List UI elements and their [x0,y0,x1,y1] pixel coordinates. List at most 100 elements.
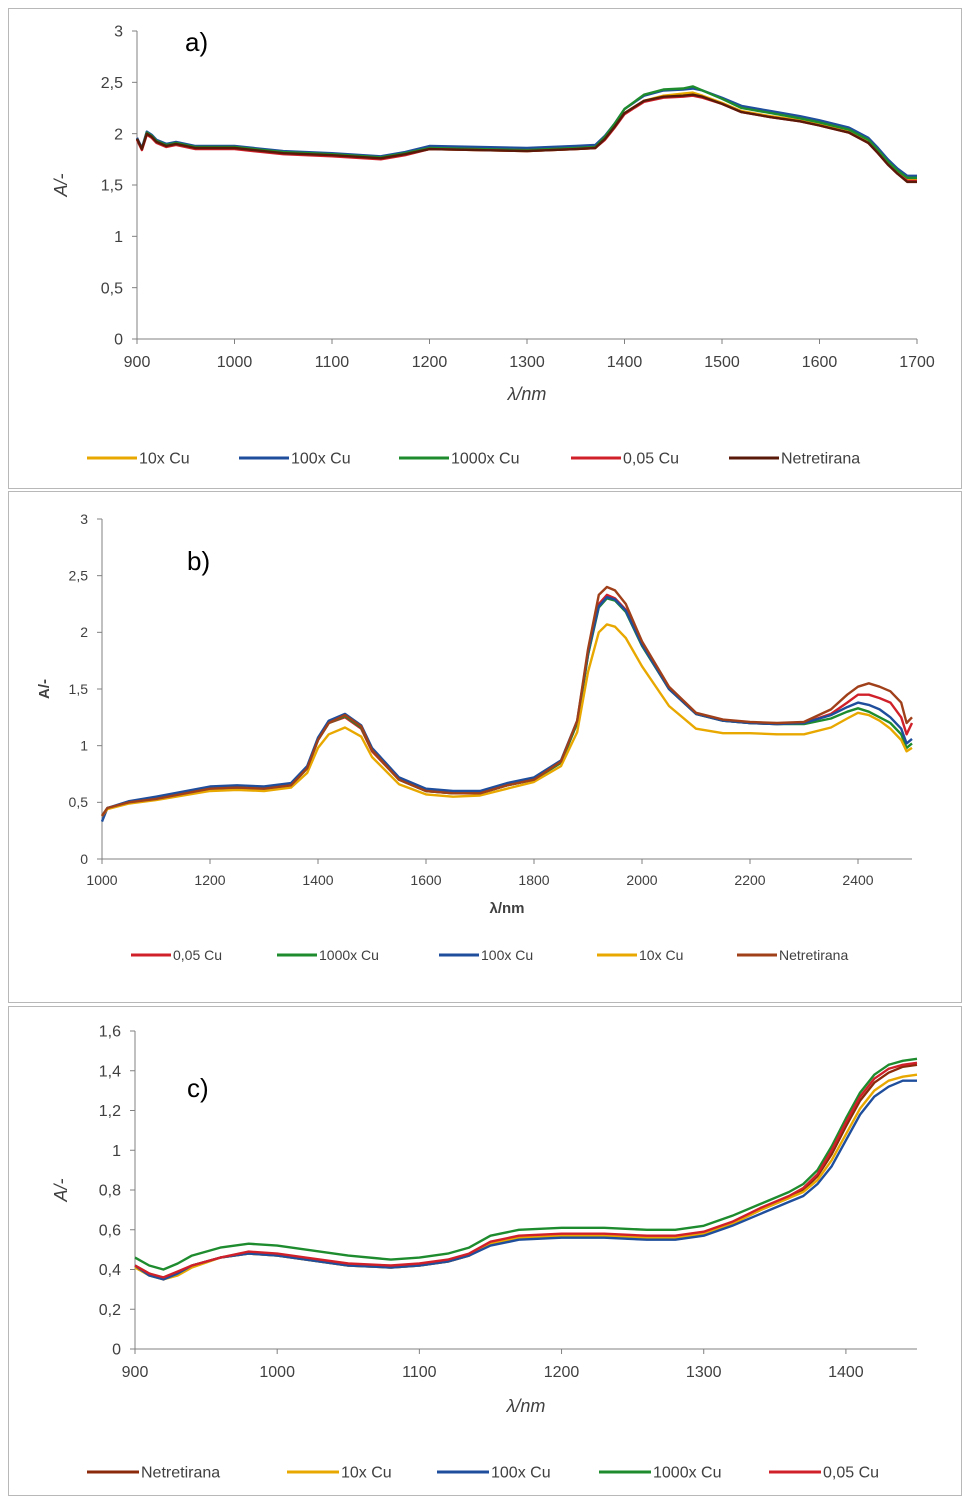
legend-label: 10x Cu [139,451,190,468]
panel-label: a) [185,27,208,57]
x-tick-label: 2000 [626,872,657,888]
series-line-0-05-cu [134,1061,918,1279]
y-tick-label: 1 [112,1143,121,1160]
x-tick-label: 1500 [704,354,740,371]
legend-entry: 0,05 Cu [571,451,679,468]
y-tick-label: 0,2 [99,1302,121,1319]
legend-entry: 1000x Cu [277,947,379,963]
y-tick-label: 2,5 [69,568,89,584]
x-tick-label: 1600 [802,354,838,371]
series-line-100x-cu [134,1079,917,1281]
y-tick-label: 0 [114,332,123,349]
x-tick-label: 1200 [412,354,448,371]
legend-label: 0,05 Cu [823,1465,879,1482]
y-tick-label: 3 [80,511,88,527]
panel-label: c) [187,1073,209,1103]
y-tick-label: 1 [114,229,123,246]
legend-label: Netretirana [781,451,860,468]
legend-entry: 100x Cu [239,451,351,468]
y-axis-label: A/- [36,679,53,699]
legend-label: 10x Cu [639,947,683,963]
legend-entry: 0,05 Cu [769,1465,879,1482]
chart-panel-b: 0 0,5 1 1,5 2 2,5 3 1000 1200 1400 1600 1800 2000 220… [8,491,962,1003]
legend-entry: Netretirana [87,1465,220,1482]
legend-entry: 10x Cu [287,1465,392,1482]
y-tick-label: 2,5 [101,75,123,92]
x-tick-label: 900 [122,1364,149,1381]
legend-label: Netretirana [779,947,848,963]
y-tick-label: 0 [80,851,88,867]
chart-panel-c: 0 0,2 0,4 0,6 0,8 1 1,2 1,4 1,6 900 1000 1100 1200 13… [8,1006,962,1496]
legend-label: 1000x Cu [319,947,379,963]
y-tick-label: 0 [112,1342,121,1359]
y-tick-label: 1,5 [101,178,123,195]
series-line-netretirana [101,585,913,817]
x-tick-label: 1300 [686,1364,722,1381]
x-axis-label: λ/nm [489,900,524,917]
panel-label: b) [187,546,210,576]
x-tick-label: 2200 [734,872,765,888]
y-tick-label: 1,2 [99,1103,121,1120]
series-line-10x-cu [134,1073,918,1281]
x-tick-label: 2400 [842,872,873,888]
x-tick-label: 900 [124,354,151,371]
y-axis-label: A/- [51,173,71,197]
series-line-1000x-cu [135,85,917,180]
x-tick-label: 1000 [86,872,117,888]
legend-label: 100x Cu [491,1465,551,1482]
x-tick-label: 1000 [259,1364,295,1381]
y-tick-label: 1,5 [69,681,89,697]
x-axis-label: λ/nm [506,1396,546,1416]
x-tick-label: 1100 [315,354,350,371]
y-tick-label: 1,4 [99,1063,121,1080]
y-tick-label: 0,5 [101,280,123,297]
chart-b-svg: 0 0,5 1 1,5 2 2,5 3 1000 1200 1400 1600 1800 2000 220… [36,511,914,963]
x-tick-label: 1000 [217,354,253,371]
legend-label: 1000x Cu [653,1465,722,1482]
legend-label: 100x Cu [481,947,533,963]
y-tick-label: 2 [80,624,88,640]
series-line-1000x-cu [134,1057,918,1271]
series-line-netretirana [135,93,917,184]
y-tick-label: 0,4 [99,1262,121,1279]
y-tick-label: 1 [80,738,88,754]
legend-entry: Netretirana [729,451,860,468]
legend-label: 100x Cu [291,451,351,468]
legend-label: 10x Cu [341,1465,392,1482]
x-tick-label: 1200 [544,1364,580,1381]
legend-entry: 1000x Cu [399,451,520,468]
x-axis-label: λ/nm [507,384,547,404]
y-axis-label: A/- [51,1178,71,1202]
x-tick-label: 1100 [402,1364,437,1381]
x-tick-label: 1800 [518,872,549,888]
series-line-10x-cu [135,91,917,182]
legend-entry: 100x Cu [437,1465,551,1482]
y-tick-label: 3 [114,24,123,41]
legend-entry: 0,05 Cu [131,947,222,963]
legend-label: 0,05 Cu [173,947,222,963]
x-tick-label: 1200 [194,872,225,888]
chart-a-svg: 0 0,5 1 1,5 2 2,5 3 900 1000 1100 1200 1300 1400 1500… [51,24,935,468]
legend-label: 0,05 Cu [623,451,679,468]
legend-entry: 10x Cu [87,451,190,468]
y-tick-label: 1,6 [99,1024,121,1041]
legend-entry: Netretirana [737,947,848,963]
y-tick-label: 0,5 [69,794,89,810]
y-tick-label: 0,6 [99,1222,121,1239]
series-line-netretirana [134,1063,918,1281]
x-tick-label: 1400 [607,354,643,371]
chart-c-svg: 0 0,2 0,4 0,6 0,8 1 1,2 1,4 1,6 900 1000 1100 1200 13… [51,1024,918,1482]
series-line-0-05-cu [135,94,917,183]
x-tick-label: 1600 [410,872,441,888]
x-tick-label: 1700 [899,354,935,371]
chart-panel-a: 0 0,5 1 1,5 2 2,5 3 900 1000 1100 1200 1300 1400 1500… [8,8,962,489]
series-line-100x-cu [135,87,917,178]
legend-entry: 100x Cu [439,947,533,963]
legend-label: Netretirana [141,1465,220,1482]
x-tick-label: 1300 [509,354,545,371]
y-tick-label: 0,8 [99,1183,121,1200]
series-line-10x-cu [101,623,913,817]
x-tick-label: 1400 [302,872,333,888]
legend-entry: 1000x Cu [599,1465,722,1482]
y-tick-label: 2 [114,126,123,143]
